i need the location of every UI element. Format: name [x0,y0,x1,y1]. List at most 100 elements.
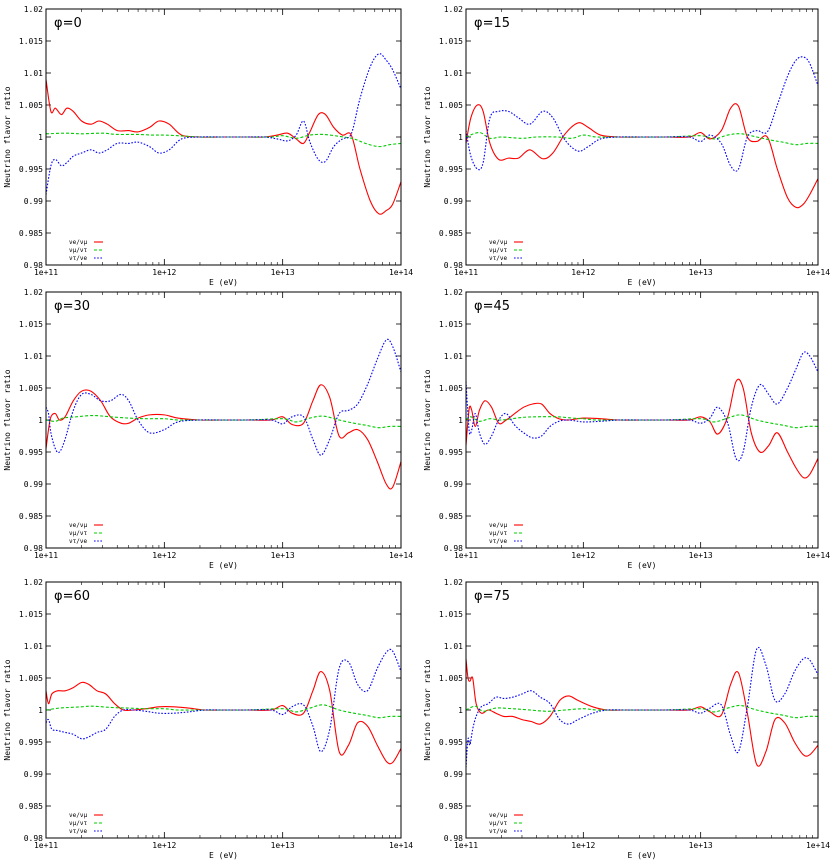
y-tick-label: 1.02 [24,578,43,587]
legend-label: ντ/νe [69,255,87,262]
legend-label: ντ/νe [489,255,507,262]
y-tick-label: 1.005 [439,384,463,393]
plot-frame [465,581,819,839]
y-axis-label: Neutrino flavor ratio [3,86,12,187]
legend-label: νe/νμ [69,812,87,819]
legend-label: ντ/νe [69,828,87,835]
series-line-0 [46,671,401,765]
legend-label: νe/νμ [489,522,507,529]
plot-frame [465,291,819,549]
series-line-1 [46,704,401,719]
y-tick-label: 0.985 [439,512,463,521]
legend-label: νe/νμ [69,522,87,529]
y-tick-label: 1.01 [24,69,43,78]
y-tick-label: 1.005 [439,674,463,683]
y-tick-label: 0.99 [24,480,43,489]
y-axis-label: Neutrino flavor ratio [423,369,432,470]
y-tick-label: 0.99 [444,480,463,489]
y-tick-label: 1.02 [444,578,463,587]
series-line-1 [46,132,401,148]
y-tick-label: 0.99 [24,197,43,206]
x-tick-label: 1e+11 [454,551,478,560]
chart-panel-1: 0.98 0.985 0.99 0.995 1 1.005 1.01 1.015 1.02 1e+… [423,5,830,287]
y-tick-label: 1 [458,416,463,425]
x-tick-label: 1e+13 [271,551,295,560]
series-line-2 [466,56,818,172]
y-tick-label: 1.02 [24,5,43,14]
x-tick-label: 1e+12 [571,551,595,560]
y-tick-label: 1.015 [439,320,463,329]
y-tick-label: 0.995 [19,448,43,457]
y-tick-label: 1 [458,133,463,142]
x-axis-label: E (eV) [628,561,657,570]
y-tick-label: 1.01 [444,69,463,78]
y-tick-label: 0.985 [439,229,463,238]
y-tick-label: 1 [38,416,43,425]
legend-label: νμ/ντ [489,530,507,537]
series-line-1 [466,704,818,719]
y-axis-label: Neutrino flavor ratio [3,369,12,470]
x-axis-label: E (eV) [628,851,657,860]
y-tick-label: 1.01 [24,352,43,361]
series-line-2 [46,648,401,753]
x-tick-label: 1e+12 [152,268,176,277]
chart-panel-4: 0.98 0.985 0.99 0.995 1 1.005 1.01 1.015 1.02 1e+… [3,578,413,860]
legend-label: ντ/νe [489,828,507,835]
y-tick-label: 0.98 [444,544,463,553]
legend-label: νe/νμ [489,812,507,819]
x-tick-label: 1e+14 [389,268,413,277]
series-line-0 [466,658,818,767]
legend-label: νe/νμ [69,239,87,246]
y-tick-label: 1.015 [19,610,43,619]
x-tick-label: 1e+12 [571,268,595,277]
series-line-1 [466,414,818,429]
plot-frame [45,291,402,549]
y-tick-label: 1 [38,133,43,142]
series-line-0 [466,103,818,209]
x-axis-label: E (eV) [209,561,238,570]
y-axis-label: Neutrino flavor ratio [423,659,432,760]
y-tick-label: 0.98 [24,834,43,843]
y-tick-label: 0.995 [439,448,463,457]
y-axis-label: Neutrino flavor ratio [3,659,12,760]
chart-panel-5: 0.98 0.985 0.99 0.995 1 1.005 1.01 1.015 1.02 1e+… [423,578,830,860]
y-tick-label: 0.985 [19,512,43,521]
panel-title: φ=45 [474,299,510,314]
y-tick-label: 0.99 [444,197,463,206]
x-tick-label: 1e+11 [34,551,58,560]
legend-label: νμ/ντ [69,820,87,827]
x-tick-label: 1e+11 [34,268,58,277]
x-tick-label: 1e+14 [806,841,830,850]
series-line-1 [466,131,818,146]
y-tick-label: 0.98 [444,834,463,843]
panel-title: φ=0 [54,16,82,31]
y-tick-label: 1 [38,706,43,715]
x-tick-label: 1e+13 [271,841,295,850]
series-line-0 [46,79,401,215]
y-tick-label: 0.98 [24,261,43,270]
y-tick-label: 1.015 [19,320,43,329]
x-tick-label: 1e+14 [389,551,413,560]
series-line-2 [466,646,818,768]
y-tick-label: 0.995 [19,165,43,174]
y-tick-label: 0.985 [439,802,463,811]
y-tick-label: 0.98 [24,544,43,553]
y-tick-label: 1 [458,706,463,715]
y-tick-label: 0.985 [19,802,43,811]
y-tick-label: 0.995 [439,165,463,174]
x-tick-label: 1e+14 [389,841,413,850]
panel-title: φ=30 [54,299,90,314]
plot-frame [45,581,402,839]
y-tick-label: 1.015 [19,37,43,46]
chart-panel-2: 0.98 0.985 0.99 0.995 1 1.005 1.01 1.015 1.02 1e+… [3,288,413,570]
series-line-2 [46,338,401,456]
series-line-2 [46,53,401,195]
legend-label: νμ/ντ [69,530,87,537]
y-tick-label: 1.005 [19,384,43,393]
panel-title: φ=60 [54,589,90,604]
plot-frame [45,8,402,266]
y-tick-label: 1.015 [439,610,463,619]
x-tick-label: 1e+12 [152,841,176,850]
panel-title: φ=15 [474,16,510,31]
